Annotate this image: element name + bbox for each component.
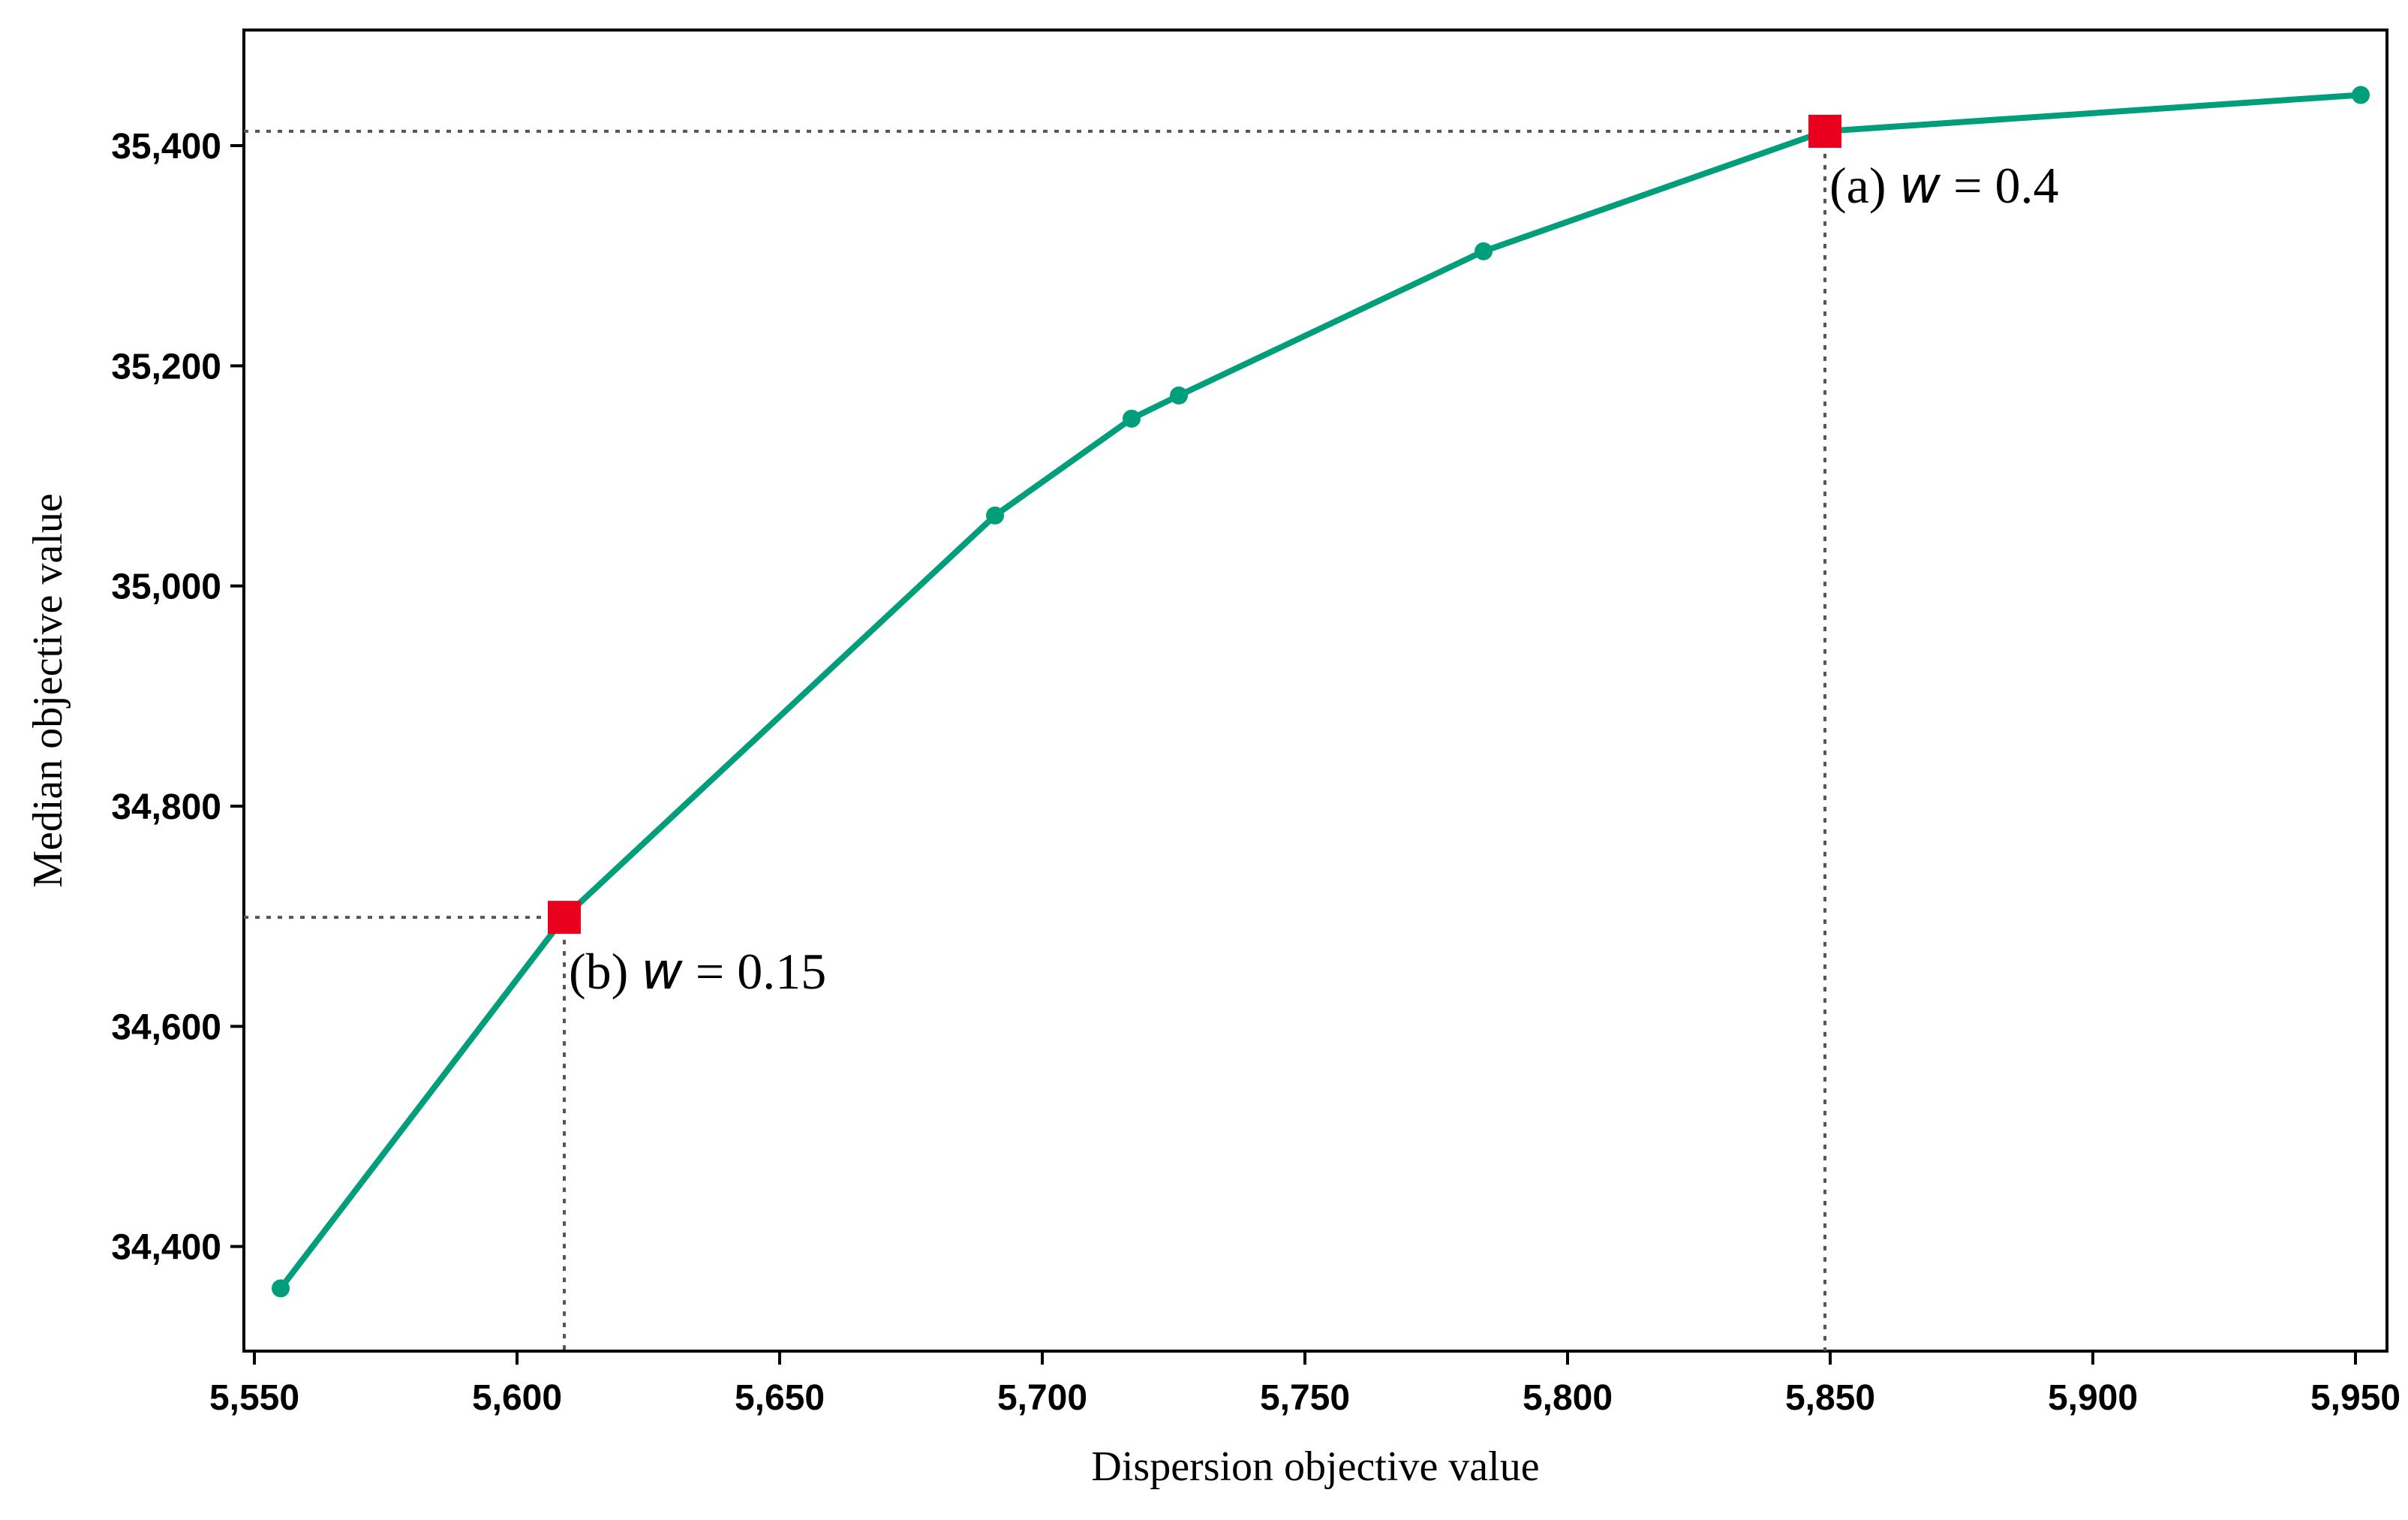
highlight-layer: (b) w = 0.15 (a) w = 0.4: [548, 114, 2058, 1001]
data-point: [986, 506, 1004, 525]
data-point: [2352, 86, 2370, 104]
series-layer: [272, 86, 2370, 1298]
data-point: [1123, 409, 1141, 428]
reference-lines: [244, 129, 1826, 1351]
y-tick-label: 34,800: [111, 787, 221, 827]
annotation-value: = 0.4: [1941, 157, 2058, 214]
data-point: [272, 1279, 290, 1298]
y-tick-label: 35,200: [111, 347, 221, 387]
y-axis-ticks: 34,400 34,600 34,800 35,000 35,200 35,400: [111, 127, 244, 1268]
x-tick-label: 5,550: [209, 1378, 299, 1418]
x-tick-label: 5,800: [1523, 1378, 1613, 1418]
y-tick-label: 35,400: [111, 127, 221, 167]
x-tick-label: 5,950: [2310, 1378, 2400, 1418]
y-tick-label: 35,000: [111, 567, 221, 607]
x-tick-label: 5,900: [2048, 1378, 2138, 1418]
x-tick-label: 5,750: [1260, 1378, 1350, 1418]
x-tick-label: 5,650: [735, 1378, 825, 1418]
annotation-prefix: (b): [569, 943, 641, 1000]
y-tick-label: 34,400: [111, 1228, 221, 1268]
x-axis-title: Dispersion objective value: [1091, 1443, 1539, 1490]
x-tick-label: 5,700: [997, 1378, 1087, 1418]
highlight-annotation: (a) w = 0.4: [1829, 156, 2058, 215]
plot-area-frame: [242, 29, 2388, 1353]
highlight-annotation: (b) w = 0.15: [569, 942, 826, 1001]
annotation-variable: w: [641, 942, 683, 1001]
annotation-prefix: (a): [1829, 157, 1898, 214]
highlight-marker: [548, 901, 581, 935]
x-tick-label: 5,600: [472, 1378, 562, 1418]
data-point: [1475, 242, 1493, 260]
x-axis-ticks: 5,550 5,600 5,650 5,700 5,750 5,800 5,850 5,900…: [209, 1351, 2400, 1418]
x-tick-label: 5,850: [1785, 1378, 1875, 1418]
highlight-marker: [1808, 114, 1841, 148]
annotation-variable: w: [1898, 156, 1941, 215]
series-line: [278, 92, 2361, 1290]
annotation-value: = 0.15: [683, 943, 826, 1000]
data-point: [1170, 386, 1188, 405]
y-tick-label: 34,600: [111, 1007, 221, 1047]
y-axis-title: Median objective value: [25, 493, 71, 888]
